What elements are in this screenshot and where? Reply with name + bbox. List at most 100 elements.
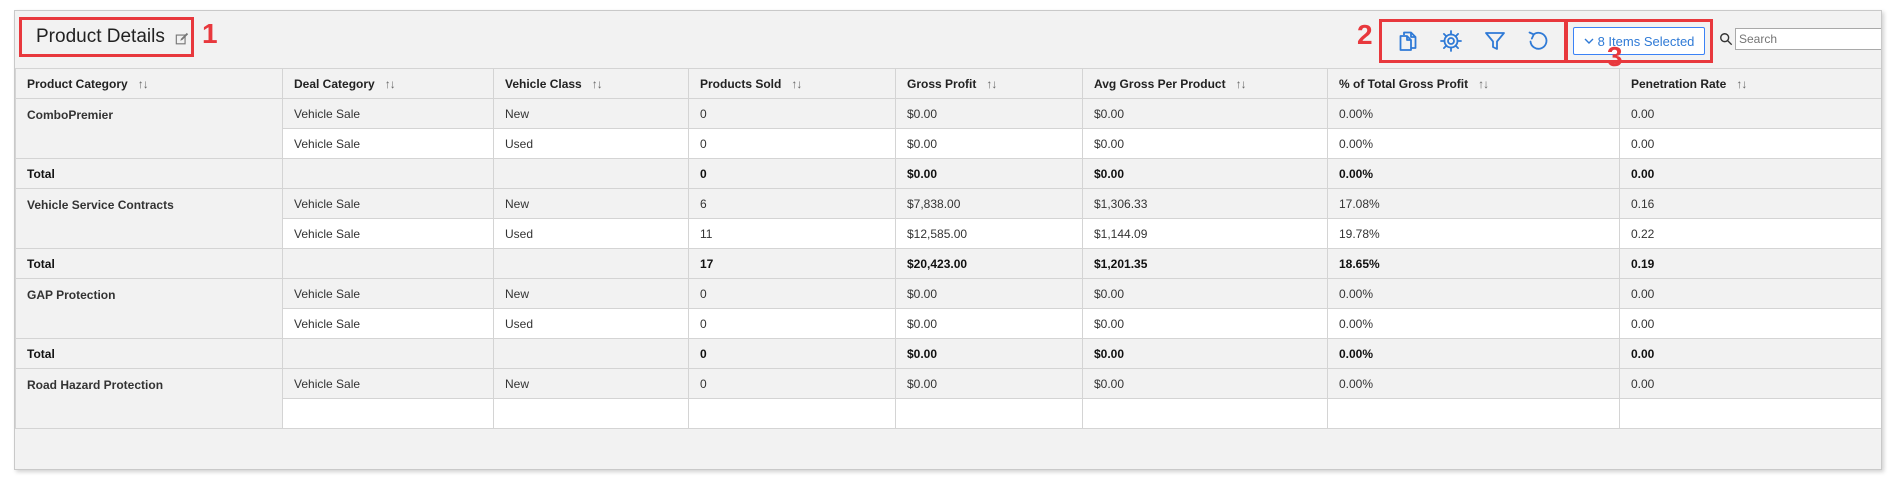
sort-icon[interactable]: ↑↓ bbox=[384, 76, 396, 91]
column-header[interactable]: Penetration Rate ↑↓ bbox=[1619, 68, 1881, 99]
column-header-label: Vehicle Class bbox=[505, 76, 582, 91]
items-selected-dropdown[interactable]: 8 Items Selected bbox=[1573, 27, 1705, 55]
table-row: Road Hazard Protection Vehicle Sale New … bbox=[15, 368, 1881, 429]
table-cell: $7,838.00 bbox=[895, 188, 1083, 219]
table-row: GAP Protection Vehicle Sale New 0 $0.00 … bbox=[15, 278, 1881, 339]
table-cell bbox=[1082, 398, 1328, 429]
reset-button[interactable] bbox=[1523, 26, 1553, 56]
table-cell: Vehicle Sale bbox=[282, 278, 494, 309]
product-category-cell: Vehicle Service Contracts bbox=[15, 188, 283, 249]
annotation-2: 2 bbox=[1357, 19, 1373, 50]
column-header[interactable]: % of Total Gross Profit ↑↓ bbox=[1327, 68, 1620, 99]
settings-button[interactable] bbox=[1436, 26, 1466, 56]
copy-button[interactable] bbox=[1393, 26, 1423, 56]
table-cell: 18.65% bbox=[1327, 248, 1620, 279]
table-cell: $0.00 bbox=[895, 308, 1083, 339]
table-row: Vehicle Sale Used 11 $12,585.00 $1,144.0… bbox=[16, 218, 1881, 249]
column-header[interactable]: Deal Category ↑↓ bbox=[282, 68, 494, 99]
table-cell: $20,423.00 bbox=[895, 248, 1083, 279]
product-details-panel: Product Details 1 2 bbox=[14, 10, 1882, 470]
table-row bbox=[16, 398, 1881, 429]
table-cell: 17 bbox=[688, 248, 896, 279]
column-header-label: Gross Profit bbox=[907, 76, 977, 91]
items-selected-label: 8 Items Selected bbox=[1597, 33, 1695, 49]
table-cell: $0.00 bbox=[895, 368, 1083, 399]
chevron-down-icon bbox=[1584, 38, 1594, 44]
sort-icon[interactable]: ↑↓ bbox=[591, 76, 603, 91]
product-category-cell: Road Hazard Protection bbox=[15, 368, 283, 429]
table-cell: 0 bbox=[688, 308, 896, 339]
table-header-row: Product Category ↑↓ Deal Category ↑↓ Vehic… bbox=[15, 68, 1881, 99]
table-cell: 0.00% bbox=[1327, 128, 1620, 159]
table-cell: $12,585.00 bbox=[895, 218, 1083, 249]
table-cell: $1,201.35 bbox=[1082, 248, 1328, 279]
table-cell: Used bbox=[493, 128, 689, 159]
annotation-3: 3 bbox=[1607, 41, 1623, 72]
column-header-label: Products Sold bbox=[700, 76, 782, 91]
table-cell: 0.00 bbox=[1619, 308, 1881, 339]
sort-icon[interactable]: ↑↓ bbox=[1235, 76, 1247, 91]
table-cell: 17.08% bbox=[1327, 188, 1620, 219]
table-cell: 0 bbox=[688, 158, 896, 189]
table-cell: $0.00 bbox=[1082, 308, 1328, 339]
total-row: Total 0 $0.00 $0.00 0.00% 0.00 bbox=[15, 158, 1881, 189]
table-cell: $0.00 bbox=[1082, 368, 1328, 399]
table-cell: New bbox=[493, 278, 689, 309]
column-header[interactable]: Vehicle Class ↑↓ bbox=[493, 68, 689, 99]
column-header-label: % of Total Gross Profit bbox=[1339, 76, 1469, 91]
table-cell bbox=[1619, 398, 1881, 429]
table-cell: 0.00% bbox=[1327, 98, 1620, 129]
column-header[interactable]: Product Category ↑↓ bbox=[15, 68, 283, 99]
search-icon bbox=[1720, 33, 1733, 46]
table-row: Vehicle Sale Used 0 $0.00 $0.00 0.00% 0.… bbox=[16, 128, 1881, 159]
table-cell: 0 bbox=[688, 278, 896, 309]
table-cell: Vehicle Sale bbox=[282, 188, 494, 219]
search-input[interactable] bbox=[1735, 28, 1881, 50]
sort-icon[interactable]: ↑↓ bbox=[986, 76, 997, 91]
table-cell: New bbox=[493, 188, 689, 219]
column-header[interactable]: Products Sold ↑↓ bbox=[688, 68, 896, 99]
table-cell: $0.00 bbox=[895, 98, 1083, 129]
sort-icon[interactable]: ↑↓ bbox=[137, 76, 149, 91]
product-category-cell: ComboPremier bbox=[15, 98, 283, 159]
column-header[interactable]: Gross Profit ↑↓ bbox=[895, 68, 1083, 99]
column-header[interactable]: Avg Gross Per Product ↑↓ bbox=[1082, 68, 1328, 99]
table-cell: 0.00 bbox=[1619, 278, 1881, 309]
table-cell bbox=[282, 158, 494, 189]
table-cell: Vehicle Sale bbox=[282, 368, 494, 399]
filter-icon bbox=[1484, 32, 1505, 50]
column-header-label: Avg Gross Per Product bbox=[1094, 76, 1226, 91]
table-cell: 19.78% bbox=[1327, 218, 1620, 249]
table-cell: Used bbox=[493, 308, 689, 339]
table-cell: 0.00 bbox=[1619, 98, 1881, 129]
table-cell: Used bbox=[493, 218, 689, 249]
sort-icon[interactable]: ↑↓ bbox=[791, 76, 802, 91]
total-row: Total 17 $20,423.00 $1,201.35 18.65% 0.1… bbox=[15, 248, 1881, 279]
table-cell: 0.22 bbox=[1619, 218, 1881, 249]
table-row: ComboPremier Vehicle Sale New 0 $0.00 $0… bbox=[15, 98, 1881, 159]
title-highlight: Product Details bbox=[19, 17, 194, 57]
filter-button[interactable] bbox=[1480, 26, 1510, 56]
sort-icon[interactable]: ↑↓ bbox=[1736, 76, 1747, 91]
table-cell bbox=[1327, 398, 1620, 429]
sort-icon[interactable]: ↑↓ bbox=[1478, 76, 1489, 91]
product-details-table: Product Category ↑↓ Deal Category ↑↓ Vehic… bbox=[15, 68, 1881, 429]
table-cell: $0.00 bbox=[1082, 338, 1328, 369]
table-cell: 0 bbox=[688, 98, 896, 129]
table-cell: 0 bbox=[688, 128, 896, 159]
table-cell: 0.16 bbox=[1619, 188, 1881, 219]
product-category-cell: GAP Protection bbox=[15, 278, 283, 339]
table-cell: Vehicle Sale bbox=[282, 308, 494, 339]
total-label: Total bbox=[15, 338, 283, 369]
reset-icon bbox=[1528, 31, 1548, 50]
table-cell: $1,144.09 bbox=[1082, 218, 1328, 249]
page-title: Product Details bbox=[36, 26, 165, 47]
column-header-label: Penetration Rate bbox=[1631, 76, 1727, 91]
edit-icon[interactable] bbox=[175, 32, 189, 46]
table-cell bbox=[895, 398, 1083, 429]
total-row: Total 0 $0.00 $0.00 0.00% 0.00 bbox=[15, 338, 1881, 369]
items-selected-highlight: 8 Items Selected bbox=[1565, 19, 1713, 63]
total-label: Total bbox=[15, 158, 283, 189]
column-header-label: Product Category bbox=[27, 76, 128, 91]
table-cell: 0 bbox=[688, 338, 896, 369]
